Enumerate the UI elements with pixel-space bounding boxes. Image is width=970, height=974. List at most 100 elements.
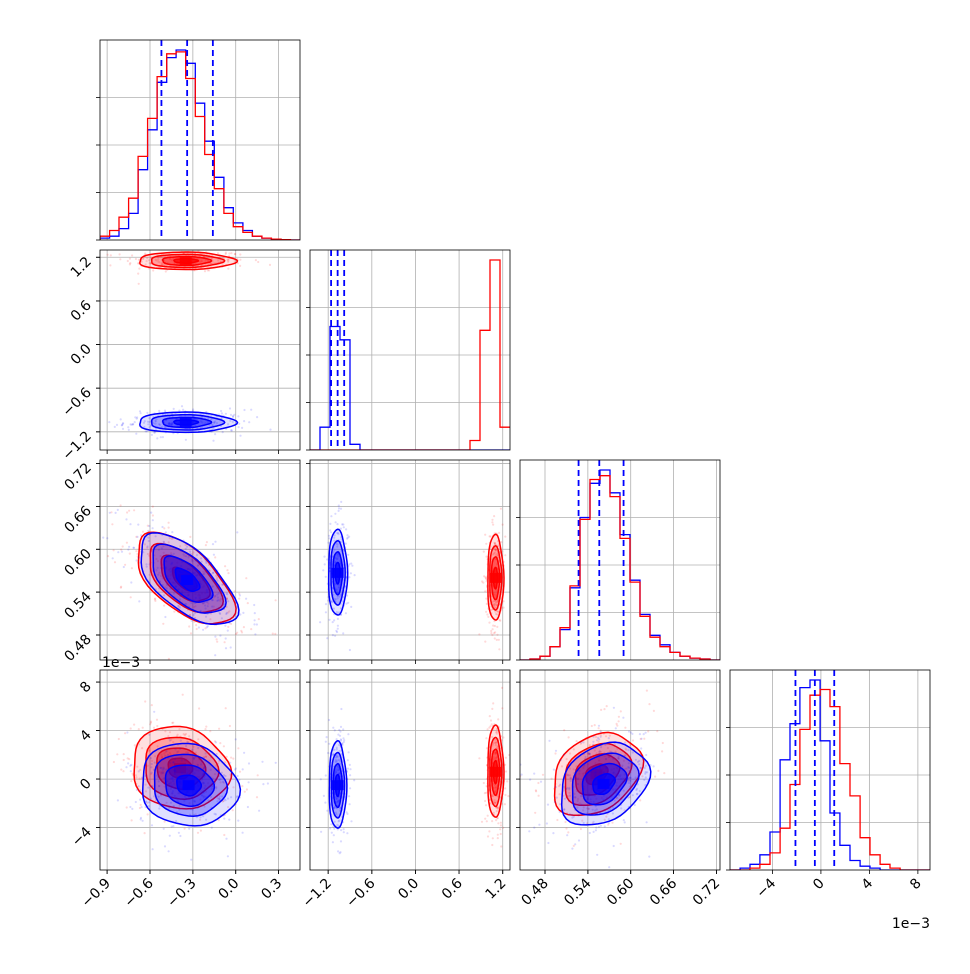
series-a-layer: [116, 710, 277, 861]
series-a-scatter-point: [213, 421, 216, 424]
series-a-scatter-point: [350, 562, 353, 565]
series-a-scatter-point: [227, 600, 230, 603]
series-a-scatter-point: [584, 755, 587, 759]
series-b-scatter-point: [572, 748, 575, 751]
series-a-scatter-point: [203, 766, 206, 769]
series-a-scatter-point: [326, 637, 329, 640]
series-a-scatter-point: [161, 768, 164, 771]
series-a-scatter-point: [122, 422, 125, 425]
series-a-scatter-point: [171, 777, 174, 780]
x-tick-label: 0.3: [258, 876, 285, 903]
series-b-scatter-point: [499, 828, 502, 831]
series-a-scatter-point: [555, 796, 558, 799]
series-a-scatter-point: [146, 411, 149, 414]
y-tick-label: 4: [77, 727, 95, 745]
x-tick-label: −0.9: [79, 876, 114, 911]
series-a-scatter-point: [157, 573, 160, 576]
series-a-scatter-point: [204, 774, 207, 777]
series-a-scatter-point: [155, 418, 158, 421]
series-b-scatter-point: [496, 625, 499, 629]
series-b-scatter-point: [625, 748, 628, 751]
series-a-scatter-point: [168, 739, 171, 742]
series-a-scatter-point: [151, 785, 154, 788]
series-b-scatter-point: [209, 730, 212, 733]
series-a-scatter-point: [187, 593, 190, 597]
series-b-scatter-point: [499, 619, 502, 622]
series-a-scatter-point: [639, 766, 642, 769]
series-a-scatter-point: [204, 607, 207, 610]
series-b-scatter-point: [199, 818, 202, 821]
series-b-scatter-point: [133, 744, 136, 747]
series-b-scatter-point: [143, 543, 146, 546]
series-b-scatter-point: [169, 753, 172, 756]
series-a-scatter-point: [335, 630, 339, 634]
series-b-scatter-point: [200, 259, 203, 262]
series-b-scatter-point: [495, 600, 498, 604]
series-a-scatter-point: [631, 751, 634, 754]
series-b-scatter-point: [213, 740, 217, 743]
series-b-scatter-point: [212, 247, 214, 249]
series-a-scatter-point: [168, 782, 171, 786]
series-b-scatter-point: [491, 518, 494, 521]
series-a-scatter-point: [627, 776, 630, 779]
series-a-scatter-point: [334, 771, 337, 774]
series-a-scatter-point: [219, 634, 222, 637]
series-b-scatter-point: [194, 593, 197, 596]
series-a-scatter-point: [586, 751, 590, 755]
series-b-scatter-point: [128, 263, 131, 266]
series-a-scatter-point: [331, 621, 334, 624]
series-a-scatter-point: [201, 774, 204, 777]
series-b-scatter-point: [593, 749, 596, 752]
series-b-scatter-point: [170, 537, 173, 541]
series-b-scatter-point: [168, 782, 171, 785]
series-b-scatter-point: [578, 802, 582, 805]
series-b-scatter-point: [493, 624, 496, 628]
series-b-scatter-point: [489, 725, 492, 728]
x-tick-label: −0.3: [164, 876, 199, 911]
series-b-scatter-point: [495, 612, 498, 616]
series-b-scatter-point: [165, 801, 168, 804]
series-b-scatter-point: [231, 809, 234, 812]
series-a-scatter-point: [204, 422, 207, 425]
series-a-scatter-point: [169, 801, 173, 804]
series-b-scatter-point: [595, 797, 598, 800]
series-a-scatter-point: [198, 574, 201, 577]
series-b-scatter-point: [604, 758, 607, 761]
series-b-scatter-point: [146, 801, 149, 805]
panel-frame: [309, 249, 511, 451]
series-a-scatter-point: [174, 757, 177, 761]
series-b-scatter-point: [149, 256, 152, 259]
series-a-scatter-point: [234, 768, 237, 771]
series-a-scatter-point: [183, 759, 186, 762]
series-a-scatter-point: [594, 805, 597, 808]
series-b-scatter-point: [587, 795, 590, 798]
series-a-scatter-point: [588, 773, 591, 776]
series-b-scatter-point: [131, 772, 134, 775]
series-b-scatter-point: [495, 751, 498, 755]
series-a-scatter-point: [346, 534, 349, 537]
series-a-scatter-point: [629, 779, 632, 783]
series-b-scatter-point: [213, 773, 217, 776]
series-b-scatter-point: [612, 772, 615, 775]
histogram-panel-param-3: [726, 670, 930, 871]
series-a-scatter-point: [134, 416, 137, 419]
panel-frame: [519, 669, 721, 871]
x-tick-label: 0.54: [561, 875, 594, 908]
series-b-scatter-point: [183, 554, 186, 557]
series-a-scatter-point: [565, 788, 568, 791]
series-b-scatter-point: [478, 633, 481, 636]
series-b-scatter-point: [501, 523, 504, 526]
series-b-scatter-point: [164, 730, 167, 733]
series-a-scatter-point: [219, 778, 222, 781]
series-b-scatter-point: [207, 602, 210, 605]
series-b-scatter-point: [495, 809, 498, 813]
series-a-scatter-point: [322, 794, 325, 798]
series-a-scatter-point: [196, 806, 199, 810]
series-a-scatter-point: [229, 761, 232, 764]
series-b-scatter-point: [202, 585, 205, 588]
series-a-scatter-point: [319, 621, 322, 624]
series-b-scatter-point: [110, 511, 113, 514]
series-a-scatter-point: [183, 799, 186, 802]
series-a-scatter-point: [324, 603, 328, 606]
series_a-histogram-step: [730, 679, 930, 870]
